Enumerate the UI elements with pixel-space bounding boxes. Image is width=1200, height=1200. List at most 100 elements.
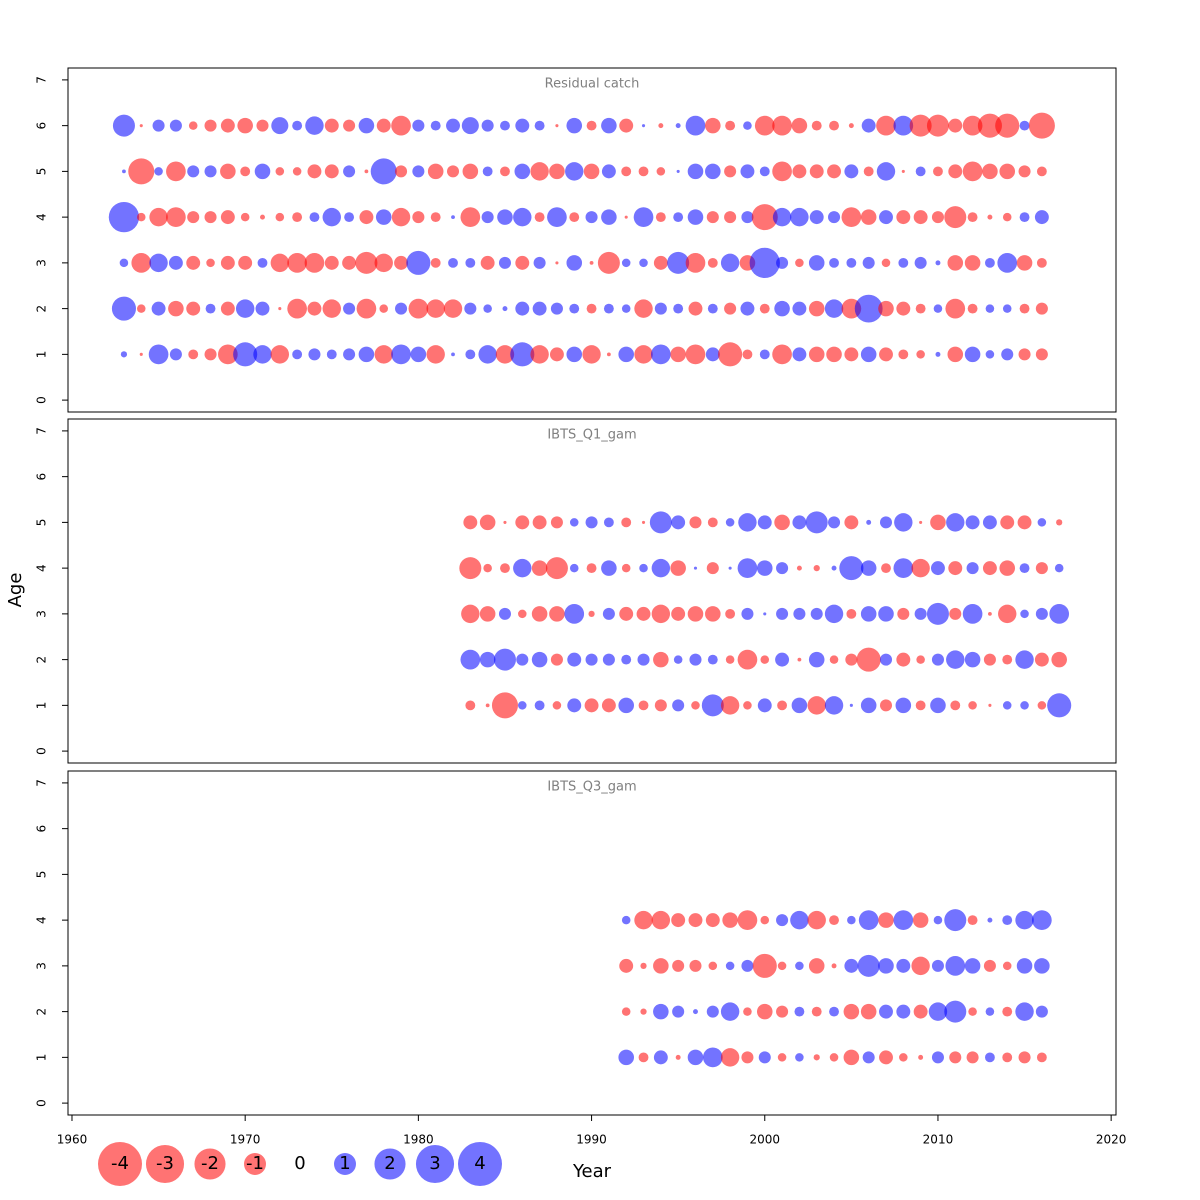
bubble [829, 655, 839, 664]
y-tick-label: 3 [35, 610, 49, 618]
bubble [933, 304, 943, 313]
bubble [270, 253, 290, 273]
bubble [324, 255, 339, 270]
x-tick-label: 1960 [57, 1133, 88, 1147]
bubble [111, 296, 136, 321]
bubble [188, 349, 199, 360]
panel-title: Residual catch [545, 77, 640, 92]
bubble [1002, 654, 1013, 665]
bubble [169, 119, 182, 132]
bubble [931, 1051, 944, 1064]
bubble [808, 255, 825, 271]
bubble [718, 342, 743, 367]
bubble [287, 253, 307, 273]
bubble [740, 301, 755, 316]
bubble [653, 1050, 668, 1065]
bubble [720, 696, 740, 715]
bubble [356, 298, 377, 319]
bubble [808, 300, 825, 317]
x-tick-label: 2020 [1096, 1133, 1127, 1147]
bubble [112, 114, 135, 137]
bubble [930, 697, 946, 714]
bubble [879, 516, 893, 529]
bubble [1035, 302, 1048, 315]
bubble [913, 210, 928, 225]
bubble [809, 210, 824, 225]
bubble [547, 207, 567, 227]
bubble [1018, 348, 1031, 361]
panel-frame [67, 770, 1117, 1116]
bubble [965, 515, 980, 530]
bubble [841, 207, 862, 227]
bubble [374, 253, 393, 273]
bubble [566, 255, 583, 271]
bubble [653, 1003, 669, 1020]
bubble [1002, 1052, 1013, 1063]
bubble [896, 958, 911, 973]
bubble [707, 654, 718, 665]
bubble [550, 516, 563, 529]
bubble [706, 562, 719, 575]
x-tick-label: 2010 [923, 1133, 954, 1147]
y-tick-label: 0 [35, 1099, 49, 1107]
bubble [500, 563, 510, 574]
bubble [860, 1003, 877, 1020]
bubble [1036, 166, 1047, 177]
bubble [759, 303, 770, 314]
bubble [863, 166, 874, 177]
bubble [772, 344, 792, 365]
bubble [308, 348, 321, 361]
bubble [794, 1006, 805, 1017]
bubble [603, 517, 614, 528]
bubble [621, 304, 631, 313]
bubble [831, 963, 837, 969]
bubble [685, 344, 706, 365]
bubble [602, 607, 615, 620]
bubble [326, 349, 337, 360]
legend-label: 3 [429, 1153, 440, 1174]
bubble [479, 606, 496, 622]
bubble [671, 606, 686, 621]
bubble [1035, 348, 1048, 361]
bubble [324, 118, 339, 133]
bubble [254, 163, 271, 180]
bubble [651, 558, 671, 578]
bubble [220, 163, 236, 180]
bubble [741, 607, 754, 620]
bubble [930, 514, 946, 531]
bubble [693, 1009, 698, 1015]
legend-label: 0 [294, 1153, 305, 1174]
bubble [724, 302, 737, 315]
bubble [531, 560, 548, 576]
bubble [772, 161, 792, 182]
bubble [534, 212, 545, 223]
bubble [1035, 607, 1048, 620]
bubble [987, 214, 993, 220]
bubble [860, 346, 877, 363]
bubble [896, 652, 911, 667]
bubble [640, 1008, 647, 1015]
legend-label: -4 [111, 1153, 129, 1174]
bubble [876, 162, 896, 181]
bubble [480, 255, 495, 270]
bubble [705, 606, 721, 622]
bubble [344, 212, 355, 223]
bubble [964, 255, 981, 271]
legend-bubble [98, 1142, 142, 1186]
bubble [186, 255, 201, 270]
bubble [988, 703, 992, 707]
bubble [412, 119, 425, 132]
bubble [149, 207, 168, 227]
bubble [689, 959, 702, 972]
y-tick-label: 3 [35, 962, 49, 970]
y-tick-label: 5 [35, 168, 49, 176]
bubble [860, 560, 877, 576]
bubble [985, 304, 995, 313]
bubble [260, 214, 265, 220]
bubble [638, 166, 649, 177]
bubble [567, 652, 582, 667]
bubble [743, 121, 752, 130]
bubble [827, 164, 841, 179]
bubble [636, 606, 651, 621]
y-tick-label: 1 [35, 1054, 49, 1062]
